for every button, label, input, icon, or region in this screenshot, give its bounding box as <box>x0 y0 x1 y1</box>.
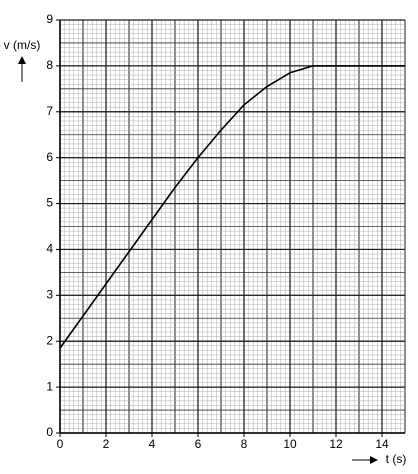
y-tick-label: 5 <box>46 196 53 210</box>
x-tick-label: 0 <box>57 437 64 451</box>
x-tick-label: 8 <box>241 437 248 451</box>
y-tick-label: 6 <box>46 150 53 164</box>
y-tick-label: 0 <box>46 425 53 439</box>
x-tick-label: 2 <box>103 437 110 451</box>
x-tick-label: 6 <box>195 437 202 451</box>
y-arrow <box>18 56 26 82</box>
y-tick-label: 2 <box>46 333 53 347</box>
x-tick-label: 12 <box>329 437 343 451</box>
y-axis-label: v (m/s) <box>4 38 41 52</box>
x-axis-label: t (s) <box>386 452 407 466</box>
y-tick-label: 7 <box>46 104 53 118</box>
y-tick-label: 3 <box>46 288 53 302</box>
y-tick-label: 1 <box>46 379 53 393</box>
x-arrow <box>352 456 378 464</box>
x-tick-label: 4 <box>149 437 156 451</box>
y-tick-label: 8 <box>46 58 53 72</box>
x-tick-label: 10 <box>283 437 297 451</box>
y-tick-label: 9 <box>46 12 53 26</box>
x-tick-label: 14 <box>375 437 389 451</box>
y-tick-label: 4 <box>46 242 53 256</box>
curve <box>59 65 405 349</box>
